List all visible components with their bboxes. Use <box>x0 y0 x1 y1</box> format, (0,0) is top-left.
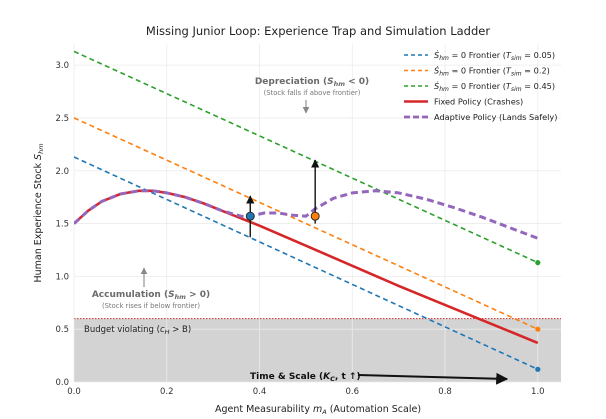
time-scale-annotation: Time & Scale (KC, t ↑) <box>250 372 509 385</box>
legend-entry-label: Fixed Policy (Crashes) <box>434 97 523 107</box>
y-tick-label: 2.5 <box>55 114 69 124</box>
x-tick-label: 0.2 <box>160 387 174 397</box>
series-line-fixed-3 <box>74 189 539 345</box>
svg-text:Depreciation (Shm < 0): Depreciation (Shm < 0) <box>255 77 369 88</box>
frontier-endpoint-marker <box>535 326 541 332</box>
legend: Ṡhm = 0 Frontier (Tsim = 0.05) Ṡhm = 0 Fr… <box>404 50 557 122</box>
y-tick-label: 1.5 <box>55 220 69 230</box>
budget-label: Budget violating (cH > B) <box>84 325 191 336</box>
y-tick-label: 2.0 <box>55 167 69 177</box>
x-tick-label: 0.6 <box>346 387 360 397</box>
depreciation-annotation: Depreciation (Shm < 0) (Stock falls if a… <box>255 77 369 114</box>
time-scale-arrow <box>357 372 509 385</box>
svg-text:(Stock falls if above frontier: (Stock falls if above frontier) <box>264 89 361 97</box>
y-tick-label: 3.0 <box>55 61 69 71</box>
legend-entry-label: Ṡhm = 0 Frontier (Tsim = 0.45) <box>434 81 555 93</box>
y-tick-label: 0.0 <box>55 378 69 388</box>
x-tick-label: 1.0 <box>531 387 545 397</box>
legend-entry-label: Ṡhm = 0 Frontier (Tsim = 0.2) <box>434 66 550 78</box>
svg-text:(Stock rises if below frontier: (Stock rises if below frontier) <box>102 302 200 310</box>
svg-text:Time & Scale (KC, t ↑): Time & Scale (KC, t ↑) <box>250 372 361 383</box>
x-tick-labels: 0.0 0.2 0.4 0.6 0.8 1.0 <box>67 387 544 397</box>
chart-title: Missing Junior Loop: Experience Trap and… <box>146 24 490 38</box>
series-layer <box>74 50 539 371</box>
y-tick-label: 1.0 <box>55 272 69 282</box>
series-line-frontier-0 <box>74 156 539 371</box>
x-tick-label: 0.0 <box>67 387 81 397</box>
y-axis-label: Human Experience Stock Shm <box>33 143 45 282</box>
plot-area <box>73 44 561 383</box>
x-tick-label: 0.8 <box>438 387 452 397</box>
x-gridlines <box>73 44 539 382</box>
y-tick-label: 0.5 <box>55 325 69 335</box>
y-tick-labels: 0.0 0.5 1.0 1.5 2.0 2.5 3.0 <box>55 61 69 388</box>
series-line-adaptive-4 <box>74 189 539 240</box>
policy-switch-point <box>245 211 255 221</box>
accumulation-annotation: Accumulation (Shm > 0) (Stock rises if b… <box>92 267 210 310</box>
policy-switch-point <box>310 211 320 221</box>
x-axis-label: Agent Measurability mA (Automation Scale… <box>215 404 421 416</box>
legend-entry-label: Adaptive Policy (Lands Safely) <box>434 112 557 122</box>
frontier-endpoint-marker <box>535 366 541 372</box>
x-tick-label: 0.4 <box>253 387 267 397</box>
frontier-endpoint-marker <box>535 260 541 266</box>
svg-text:Accumulation (Shm > 0): Accumulation (Shm > 0) <box>92 290 210 301</box>
marker-layer <box>245 159 541 372</box>
y-gridlines <box>74 64 561 383</box>
legend-entry-label: Ṡhm = 0 Frontier (Tsim = 0.05) <box>434 50 555 62</box>
